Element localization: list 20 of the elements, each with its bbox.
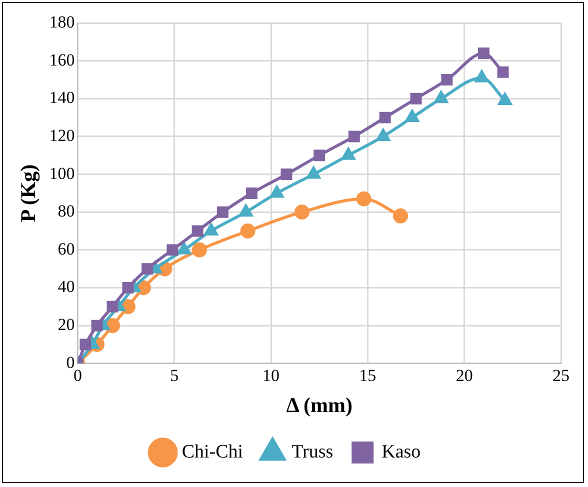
x-tick-label: 5	[170, 366, 179, 386]
y-tick-label: 160	[49, 50, 75, 70]
y-tick-label: 180	[49, 12, 75, 32]
y-tick-label: 20	[58, 315, 75, 334]
y-tick-label: 100	[49, 164, 75, 183]
y-tick-label: 40	[58, 277, 75, 296]
x-axis-title: Δ (mm)	[286, 392, 352, 417]
y-axis-title: P (Kg)	[16, 164, 40, 222]
x-tick-label: 20	[456, 366, 473, 386]
y-tick-label: 120	[49, 126, 75, 145]
legend-label: Chi-Chi	[182, 441, 244, 462]
x-tick-label: 10	[262, 366, 280, 386]
y-tick-label: 140	[49, 88, 75, 108]
x-tick-label: 25	[552, 366, 570, 386]
y-tick-label: 60	[58, 239, 75, 258]
legend-label: Kaso	[382, 441, 421, 462]
x-tick-label: 15	[359, 366, 376, 386]
y-tick-label: 0	[66, 352, 75, 372]
legend-label: Truss	[292, 441, 334, 462]
y-tick-label: 80	[58, 202, 75, 221]
